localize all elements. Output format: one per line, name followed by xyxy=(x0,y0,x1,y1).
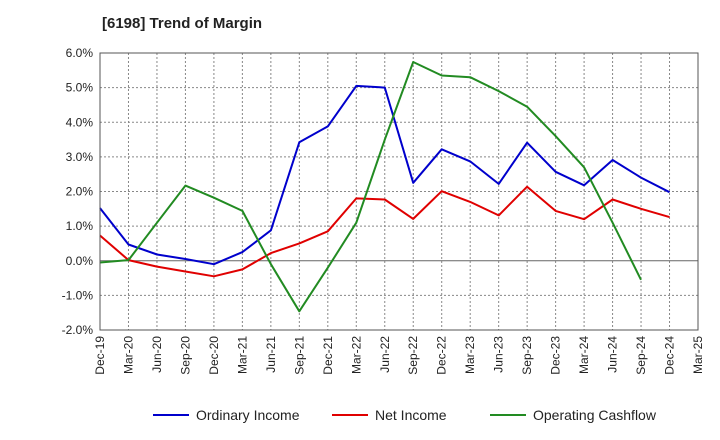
x-tick-label: Sep-20 xyxy=(178,336,192,375)
y-tick-label: -2.0% xyxy=(62,323,94,337)
y-tick-label: -1.0% xyxy=(62,288,94,302)
grid xyxy=(100,53,698,330)
series-line-net-income xyxy=(99,185,670,278)
chart-title: [6198] Trend of Margin xyxy=(102,15,263,32)
x-tick-label: Dec-20 xyxy=(207,336,221,375)
series-layer xyxy=(99,61,670,313)
x-tick-label: Jun-23 xyxy=(492,336,506,373)
x-tick-label: Dec-21 xyxy=(321,336,335,375)
x-tick-label: Mar-22 xyxy=(349,336,363,374)
x-axis-ticks: Dec-19 Mar-20 Jun-20 Sep-20 Dec-20 Mar-21 Jun-… xyxy=(93,336,705,375)
y-tick-label: 6.0% xyxy=(66,46,94,60)
x-tick-label: Jun-20 xyxy=(150,336,164,373)
legend-label-net-income: Net Income xyxy=(375,407,447,423)
series-line-operating-cashflow xyxy=(99,61,642,313)
y-tick-label: 2.0% xyxy=(66,185,94,199)
legend-label-operating-cashflow: Operating Cashflow xyxy=(533,407,657,423)
x-tick-label: Sep-22 xyxy=(406,336,420,375)
plot-frame xyxy=(99,52,699,331)
x-tick-label: Mar-23 xyxy=(463,336,477,374)
x-tick-label: Mar-20 xyxy=(121,336,135,374)
y-tick-label: 3.0% xyxy=(66,150,94,164)
x-tick-label: Mar-21 xyxy=(235,336,249,374)
y-tick-label: 4.0% xyxy=(66,115,94,129)
x-tick-label: Jun-24 xyxy=(606,336,620,373)
x-tick-label: Jun-22 xyxy=(378,336,392,373)
series-line-ordinary-income xyxy=(99,84,670,266)
y-tick-label: 0.0% xyxy=(66,254,94,268)
y-axis-ticks: -2.0% -1.0% 0.0% 1.0% 2.0% 3.0% 4.0% 5.0% 6.0% xyxy=(62,46,94,337)
y-tick-label: 5.0% xyxy=(66,81,94,95)
x-tick-label: Dec-24 xyxy=(663,336,677,375)
x-tick-label: Sep-24 xyxy=(634,336,648,375)
legend-label-ordinary-income: Ordinary Income xyxy=(196,407,300,423)
x-tick-label: Mar-25 xyxy=(691,336,705,374)
x-tick-label: Mar-24 xyxy=(577,336,591,374)
x-tick-label: Dec-23 xyxy=(549,336,563,375)
x-tick-label: Jun-21 xyxy=(264,336,278,373)
x-tick-label: Sep-21 xyxy=(292,336,306,375)
y-tick-label: 1.0% xyxy=(66,219,94,233)
x-tick-label: Sep-23 xyxy=(520,336,534,375)
x-tick-label: Dec-19 xyxy=(93,336,107,375)
legend: Ordinary Income Net Income Operating Cashf… xyxy=(153,407,657,423)
x-tick-label: Dec-22 xyxy=(435,336,449,375)
